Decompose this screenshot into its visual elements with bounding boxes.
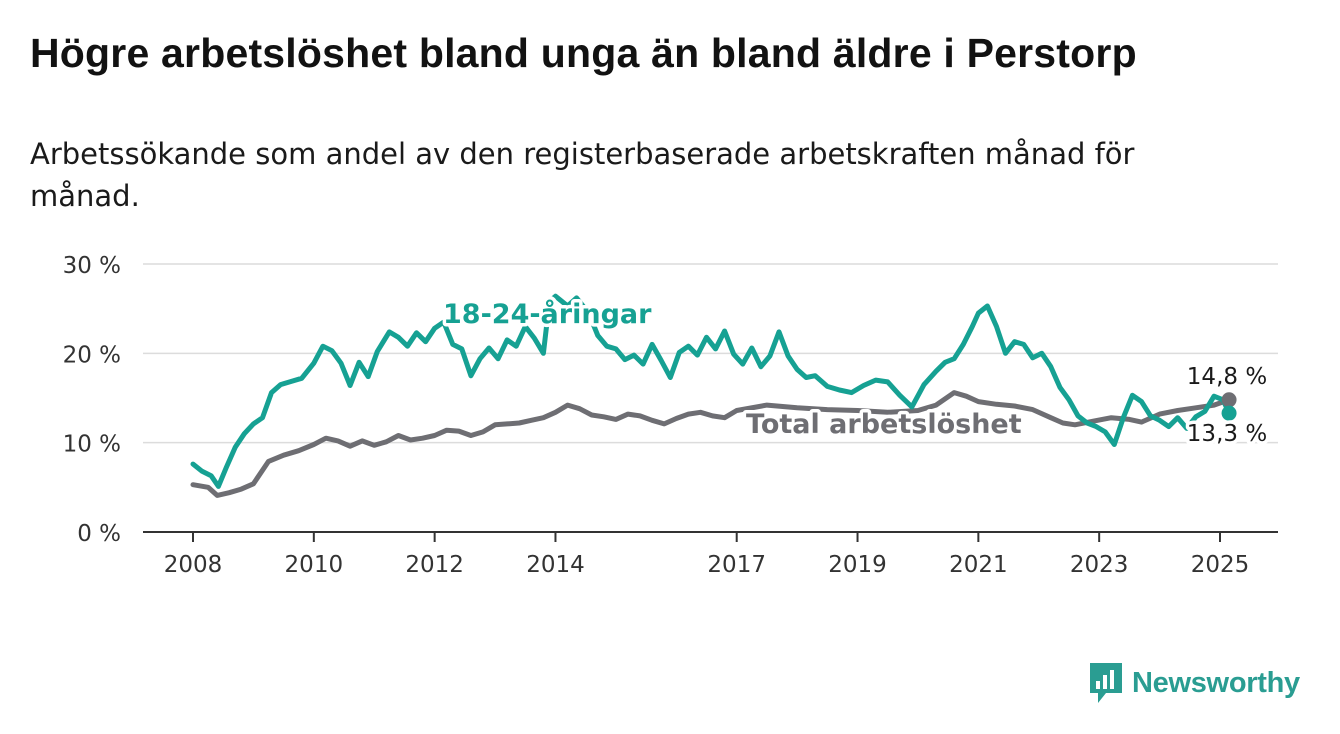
x-tick-label: 2010	[285, 552, 344, 578]
youth-last-value: 13,3 %	[1187, 421, 1267, 447]
y-tick-label: 20 %	[63, 342, 121, 368]
series-label-youth-halo: 18-24-åringar	[443, 298, 652, 330]
newsworthy-logo: Newsworthy	[1088, 661, 1300, 705]
series-label-total: Total arbetslöshet	[746, 409, 1022, 440]
total-last-value: 14,8 %	[1187, 364, 1267, 390]
total-end-marker	[1221, 392, 1237, 408]
x-tick-label: 2012	[405, 552, 464, 578]
total-last-value-halo: 14,8 %	[1187, 364, 1267, 390]
bar-chart-icon	[1090, 663, 1122, 703]
chart-title: Högre arbetslöshet bland unga än bland ä…	[30, 30, 1137, 76]
series-lines	[190, 293, 1237, 498]
chart-subtitle: Arbetssökande som andel av den registerb…	[30, 137, 1135, 213]
x-tick-label: 2017	[707, 552, 766, 578]
x-tick-label: 2023	[1070, 552, 1129, 578]
series-label-total-halo: Total arbetslöshet	[746, 409, 1022, 440]
brand-name: Newsworthy	[1132, 666, 1300, 699]
y-tick-label: 0 %	[77, 521, 121, 547]
y-tick-label: 30 %	[63, 253, 121, 279]
youth-last-value-halo: 13,3 %	[1187, 421, 1267, 447]
series-line-total	[190, 390, 1232, 498]
y-axis-labels: 0 % 10 % 20 % 30 %	[63, 253, 121, 547]
series-line-youth	[190, 293, 1232, 489]
x-tick-label: 2008	[164, 552, 223, 578]
x-tick-label: 2021	[949, 552, 1008, 578]
x-tick-label: 2014	[526, 552, 585, 578]
x-tick-label: 2025	[1191, 552, 1250, 578]
x-tick-label: 2019	[828, 552, 887, 578]
youth-end-marker	[1221, 405, 1237, 421]
x-axis: 2008 2010 2012 2014 2017 2019 2021 2023 2025	[143, 531, 1278, 578]
series-label-youth: 18-24-åringar	[443, 298, 652, 330]
y-tick-label: 10 %	[63, 432, 121, 458]
